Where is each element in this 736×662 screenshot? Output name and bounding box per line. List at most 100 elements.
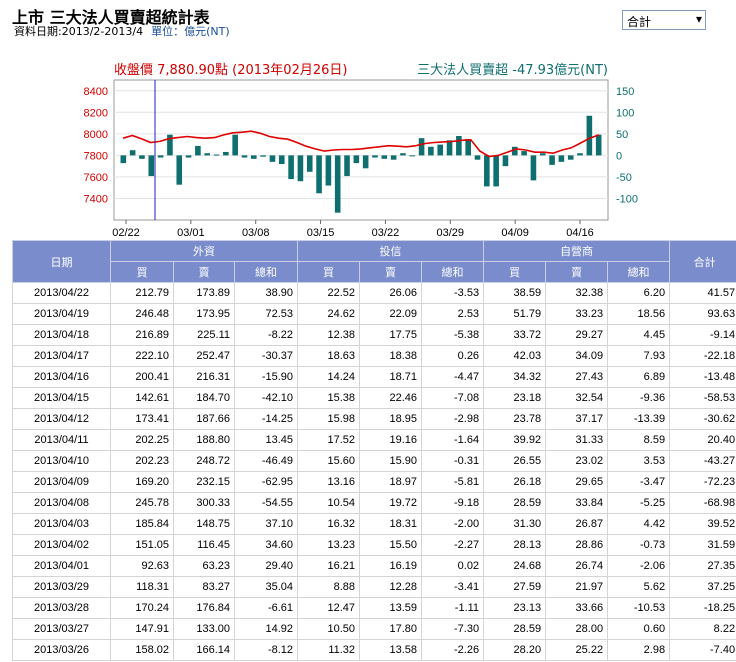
cell-value: 28.13 — [483, 534, 547, 556]
cell-date: 2013/04/19 — [12, 303, 111, 325]
cell-value: 34.32 — [483, 366, 547, 388]
table-row: 2013/04/01 92.63 63.23 29.40 16.21 16.19 0.02 2… — [12, 555, 736, 577]
cell-value: 173.89 — [173, 282, 235, 304]
left-tick-label: 7400 — [84, 193, 108, 205]
cell-value: -13.39 — [607, 408, 671, 430]
net-buy-bar — [176, 155, 183, 185]
plot-area — [113, 79, 609, 221]
cell-date: 2013/03/27 — [12, 618, 111, 640]
cell-value: -1.11 — [421, 597, 485, 619]
cell-value: 28.00 — [545, 618, 609, 640]
net-buy-bar — [306, 155, 313, 172]
net-buy-bar — [353, 155, 360, 164]
cell-value: -72.23 — [669, 471, 736, 493]
cell-value: 22.52 — [297, 282, 361, 304]
cell-value: 33.23 — [545, 303, 609, 325]
net-buy-bar — [241, 155, 248, 158]
cell-value: 2.98 — [607, 639, 671, 661]
cell-value: 3.53 — [607, 450, 671, 472]
col-foreign-buy: 買 — [110, 261, 174, 283]
cell-value: 32.54 — [545, 387, 609, 409]
cell-value: 39.52 — [669, 513, 736, 535]
col-dealer-net: 總和 — [607, 261, 671, 283]
cell-value: 11.32 — [297, 639, 361, 661]
cell-value: 8.22 — [669, 618, 736, 640]
cell-value: 33.84 — [545, 492, 609, 514]
cell-value: 225.11 — [173, 324, 235, 346]
stats-table-wrap: 日期 外資 投信 自營商 合計 買 賣 總和 買 賣 總和 買 賣 總和 201… — [12, 240, 736, 661]
cell-value: -2.26 — [421, 639, 485, 661]
table-row: 2013/04/08 245.78 300.33 -54.55 10.54 19.72 -9… — [12, 492, 736, 514]
net-buy-bar — [484, 155, 490, 187]
x-tick-label: 03/15 — [307, 227, 335, 236]
cell-date: 2013/04/18 — [12, 324, 111, 346]
net-buy-bar — [428, 146, 434, 156]
net-buy-bar — [167, 134, 173, 156]
x-tick-label: 04/09 — [501, 227, 529, 236]
stats-table: 日期 外資 投信 自營商 合計 買 賣 總和 買 賣 總和 買 賣 總和 201… — [12, 240, 736, 661]
cell-date: 2013/04/22 — [12, 282, 111, 304]
cell-value: 23.18 — [483, 387, 547, 409]
net-buy-bar — [251, 155, 257, 159]
cell-date: 2013/04/09 — [12, 471, 111, 493]
cell-date: 2013/04/03 — [12, 513, 111, 535]
cell-value: -42.10 — [233, 387, 299, 409]
cell-value: 187.66 — [173, 408, 235, 430]
cell-value: 148.75 — [173, 513, 235, 535]
cell-date: 2013/04/10 — [12, 450, 111, 472]
cell-value: 37.17 — [545, 408, 609, 430]
cell-value: 252.47 — [173, 345, 235, 367]
cell-value: 29.27 — [545, 324, 609, 346]
cell-value: -22.18 — [669, 345, 736, 367]
cell-value: 16.19 — [359, 555, 423, 577]
cell-value: -18.25 — [669, 597, 736, 619]
table-row: 2013/04/10 202.23 248.72 -46.49 15.60 15.90 -0… — [12, 450, 736, 472]
cell-value: 13.16 — [297, 471, 361, 493]
cell-value: 245.78 — [110, 492, 174, 514]
cell-value: 18.31 — [359, 513, 423, 535]
cell-value: -58.53 — [669, 387, 736, 409]
cell-value: 173.95 — [173, 303, 235, 325]
cell-value: 216.89 — [110, 324, 174, 346]
cell-value: 33.66 — [545, 597, 609, 619]
net-buy-bar — [325, 155, 332, 186]
cell-value: 170.24 — [110, 597, 174, 619]
net-buy-bar — [474, 155, 481, 160]
cell-value: 15.60 — [297, 450, 361, 472]
cell-value: -7.30 — [421, 618, 485, 640]
cell-value: -30.37 — [233, 345, 299, 367]
cell-date: 2013/03/28 — [12, 597, 111, 619]
cell-date: 2013/04/02 — [12, 534, 111, 556]
table-row: 2013/04/17 222.10 252.47 -30.37 18.63 18.38 0.… — [12, 345, 736, 367]
col-trust-buy: 買 — [297, 261, 361, 283]
cell-value: 188.80 — [173, 429, 235, 451]
cell-value: 72.53 — [233, 303, 299, 325]
net-buy-bar — [316, 155, 322, 194]
cell-value: 34.09 — [545, 345, 609, 367]
net-buy-bar — [577, 153, 583, 156]
cell-value: 5.62 — [607, 576, 671, 598]
cell-value: 0.02 — [421, 555, 485, 577]
cell-value: -9.36 — [607, 387, 671, 409]
cell-value: 38.59 — [483, 282, 547, 304]
cell-value: 202.25 — [110, 429, 174, 451]
cell-value: -8.12 — [233, 639, 299, 661]
cell-value: 38.90 — [233, 282, 299, 304]
category-select[interactable]: 合計 ▾ — [622, 10, 706, 30]
cell-value: -15.90 — [233, 366, 299, 388]
cell-value: 31.30 — [483, 513, 547, 535]
cell-value: 26.18 — [483, 471, 547, 493]
net-buy-bar — [213, 154, 220, 156]
net-buy-bar — [260, 155, 266, 157]
cell-value: 24.62 — [297, 303, 361, 325]
net-buy-bar — [204, 153, 211, 156]
cell-value: 26.74 — [545, 555, 609, 577]
x-tick-label: 03/29 — [437, 227, 465, 236]
date-range: 資料日期:2013/2-2013/4 — [14, 25, 144, 38]
cell-date: 2013/04/11 — [12, 429, 111, 451]
net-buy-bar — [567, 155, 574, 160]
cell-value: 17.80 — [359, 618, 423, 640]
cell-value: 13.23 — [297, 534, 361, 556]
cell-value: 18.56 — [607, 303, 671, 325]
col-trust-net: 總和 — [421, 261, 485, 283]
